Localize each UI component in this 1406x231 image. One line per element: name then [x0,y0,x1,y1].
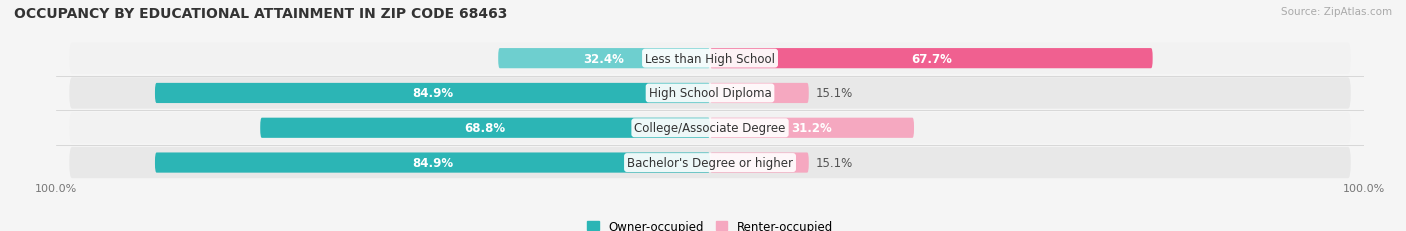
Text: 84.9%: 84.9% [412,156,453,169]
FancyBboxPatch shape [710,84,808,103]
FancyBboxPatch shape [498,49,710,69]
FancyBboxPatch shape [69,147,1351,178]
FancyBboxPatch shape [260,118,710,138]
FancyBboxPatch shape [155,153,710,173]
Text: College/Associate Degree: College/Associate Degree [634,122,786,135]
Text: 31.2%: 31.2% [792,122,832,135]
Text: 15.1%: 15.1% [815,87,852,100]
Text: High School Diploma: High School Diploma [648,87,772,100]
FancyBboxPatch shape [69,78,1351,109]
Text: Less than High School: Less than High School [645,52,775,65]
FancyBboxPatch shape [710,49,1153,69]
Text: OCCUPANCY BY EDUCATIONAL ATTAINMENT IN ZIP CODE 68463: OCCUPANCY BY EDUCATIONAL ATTAINMENT IN Z… [14,7,508,21]
FancyBboxPatch shape [155,84,710,103]
Legend: Owner-occupied, Renter-occupied: Owner-occupied, Renter-occupied [586,220,834,231]
FancyBboxPatch shape [69,113,1351,144]
FancyBboxPatch shape [710,153,808,173]
Text: Bachelor's Degree or higher: Bachelor's Degree or higher [627,156,793,169]
Text: 67.7%: 67.7% [911,52,952,65]
Text: 68.8%: 68.8% [464,122,506,135]
FancyBboxPatch shape [69,43,1351,75]
Text: 15.1%: 15.1% [815,156,852,169]
Text: Source: ZipAtlas.com: Source: ZipAtlas.com [1281,7,1392,17]
Text: 84.9%: 84.9% [412,87,453,100]
FancyBboxPatch shape [710,118,914,138]
Text: 32.4%: 32.4% [583,52,624,65]
